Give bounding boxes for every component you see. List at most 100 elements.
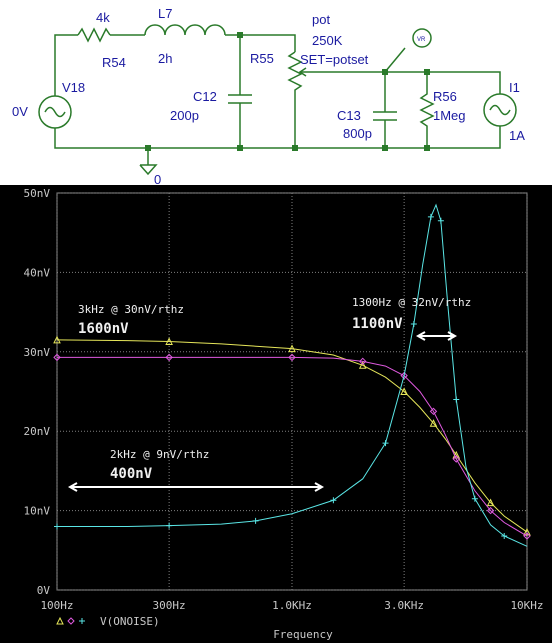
- node: [237, 145, 243, 151]
- node: [382, 69, 388, 75]
- component-label: 250K: [312, 33, 343, 48]
- marker: [288, 353, 296, 362]
- marker: [358, 361, 367, 369]
- series-line: [56, 339, 528, 533]
- marker: [486, 498, 495, 507]
- component-label: I1: [509, 80, 520, 95]
- marker: [288, 344, 296, 353]
- x-tick-label: 10KHz: [510, 599, 543, 612]
- marker: [382, 440, 389, 447]
- marker: [54, 523, 60, 530]
- marker: [471, 495, 478, 502]
- node: [382, 145, 388, 151]
- arrow-head: [67, 482, 325, 492]
- component-label: C13: [337, 108, 361, 123]
- marker: [53, 353, 61, 362]
- component-label: 1A: [509, 128, 525, 143]
- plot: 0V 10nV 20nV 30nV 40nV 50nV 100Hz 300Hz 1.0KHz 3.…: [24, 187, 544, 641]
- y-tick-label: 20nV: [24, 425, 51, 438]
- component-label: R54: [102, 55, 126, 70]
- component-label: V18: [62, 80, 85, 95]
- annotation: 400nV: [110, 466, 153, 482]
- nodes: [145, 32, 430, 151]
- potentiometer: [287, 51, 303, 148]
- annotation: 2kHz @ 9nV/rthz: [110, 448, 209, 461]
- node: [145, 145, 151, 151]
- y-tick-label: 10nV: [24, 505, 51, 518]
- ground: [139, 164, 158, 176]
- schematic: 4k L7 R54 2h R55 pot 250K SET=potset V18 0V C12 200…: [12, 6, 525, 187]
- wire: [54, 126, 501, 149]
- wire: [225, 34, 296, 52]
- y-tick-label: 0V: [37, 584, 51, 597]
- y-tick-label: 50nV: [24, 187, 51, 200]
- legend-marker: [67, 617, 75, 625]
- component-label: R56: [433, 89, 457, 104]
- marker: [359, 357, 367, 366]
- component-label: 2h: [158, 51, 172, 66]
- arrow-head: [415, 331, 458, 341]
- annotation: 1300Hz @ 32nV/rthz: [352, 296, 471, 309]
- y-tick-label: 40nV: [24, 266, 51, 279]
- probe: [412, 28, 432, 48]
- marker: [400, 387, 408, 395]
- marker: [523, 527, 531, 536]
- source-sine: [489, 104, 511, 116]
- inductor: [144, 24, 226, 36]
- annotation: 1600nV: [78, 321, 129, 337]
- marker: [452, 455, 460, 463]
- marker: [410, 321, 417, 328]
- resistor: [77, 27, 111, 43]
- legend-marker: [79, 618, 85, 624]
- x-tick-label: 300Hz: [153, 599, 186, 612]
- marker: [429, 419, 438, 427]
- wire: [54, 34, 78, 96]
- node: [424, 145, 430, 151]
- component-label: 800p: [343, 126, 372, 141]
- y-tick-label: 30nV: [24, 346, 51, 359]
- legend-label: V(ONOISE): [100, 615, 160, 628]
- probe-wire: [384, 47, 406, 73]
- marker: [400, 371, 408, 380]
- marker: [437, 217, 444, 224]
- x-tick-label: 100Hz: [40, 599, 73, 612]
- marker: [330, 497, 337, 504]
- marker: [429, 407, 438, 416]
- component-label: 0V: [12, 104, 28, 119]
- series-line: [57, 203, 528, 547]
- plot-background: [0, 185, 552, 643]
- component-label: R55: [250, 51, 274, 66]
- component-label: VR: [417, 37, 426, 43]
- marker: [453, 396, 460, 403]
- resistor: [419, 72, 435, 148]
- marker: [165, 353, 173, 362]
- marker: [166, 522, 173, 529]
- marker: [165, 337, 173, 345]
- x-axis-label: Frequency: [273, 628, 333, 641]
- marker: [486, 506, 495, 515]
- node: [292, 145, 298, 151]
- x-tick-label: 3.0KHz: [384, 599, 424, 612]
- marker: [427, 213, 434, 220]
- marker: [252, 517, 259, 524]
- component-label: 4k: [96, 10, 110, 25]
- source-sine: [44, 106, 66, 118]
- component-label: L7: [158, 6, 172, 21]
- component-label: 200p: [170, 108, 199, 123]
- legend-marker: [56, 616, 64, 625]
- component-label: 1Meg: [433, 108, 466, 123]
- wire: [385, 71, 501, 94]
- x-tick-label: 1.0KHz: [272, 599, 312, 612]
- marker: [53, 335, 61, 344]
- component-label: C12: [193, 89, 217, 104]
- component-label: SET=potset: [300, 52, 369, 67]
- annotation: 1100nV: [352, 316, 403, 332]
- node: [237, 32, 243, 38]
- wiper-arrow: [298, 67, 307, 77]
- component-label: pot: [312, 12, 330, 27]
- component-label: 0: [154, 172, 161, 187]
- node: [424, 69, 430, 75]
- marker: [523, 532, 531, 540]
- marker: [501, 533, 508, 540]
